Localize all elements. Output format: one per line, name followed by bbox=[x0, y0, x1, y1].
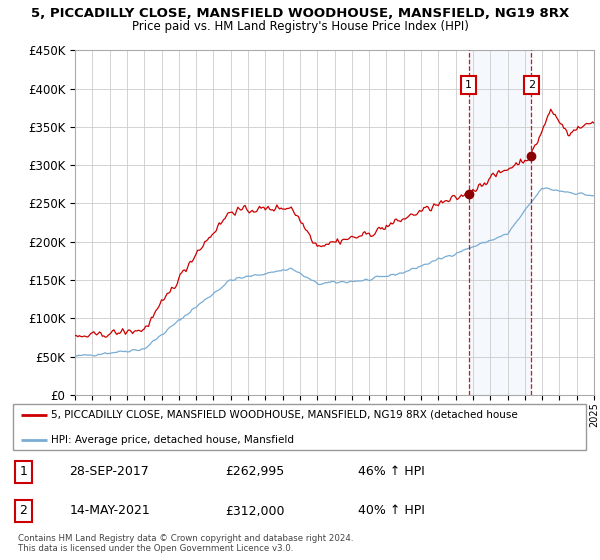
Text: HPI: Average price, detached house, Mansfield: HPI: Average price, detached house, Mans… bbox=[51, 435, 294, 445]
Text: 2: 2 bbox=[527, 80, 535, 90]
Text: 5, PICCADILLY CLOSE, MANSFIELD WOODHOUSE, MANSFIELD, NG19 8RX: 5, PICCADILLY CLOSE, MANSFIELD WOODHOUSE… bbox=[31, 7, 569, 20]
Text: 46% ↑ HPI: 46% ↑ HPI bbox=[358, 465, 424, 478]
Text: 2: 2 bbox=[20, 505, 28, 517]
FancyBboxPatch shape bbox=[13, 404, 586, 450]
Bar bbox=[469, 50, 531, 395]
Text: £312,000: £312,000 bbox=[225, 505, 284, 517]
Text: 14-MAY-2021: 14-MAY-2021 bbox=[70, 505, 151, 517]
Text: 40% ↑ HPI: 40% ↑ HPI bbox=[358, 505, 424, 517]
Text: Contains HM Land Registry data © Crown copyright and database right 2024.
This d: Contains HM Land Registry data © Crown c… bbox=[18, 534, 353, 553]
Text: 1: 1 bbox=[465, 80, 472, 90]
Text: £262,995: £262,995 bbox=[225, 465, 284, 478]
Text: 5, PICCADILLY CLOSE, MANSFIELD WOODHOUSE, MANSFIELD, NG19 8RX (detached house: 5, PICCADILLY CLOSE, MANSFIELD WOODHOUSE… bbox=[51, 409, 518, 419]
Text: 28-SEP-2017: 28-SEP-2017 bbox=[70, 465, 149, 478]
Text: 1: 1 bbox=[20, 465, 28, 478]
Text: Price paid vs. HM Land Registry's House Price Index (HPI): Price paid vs. HM Land Registry's House … bbox=[131, 20, 469, 32]
